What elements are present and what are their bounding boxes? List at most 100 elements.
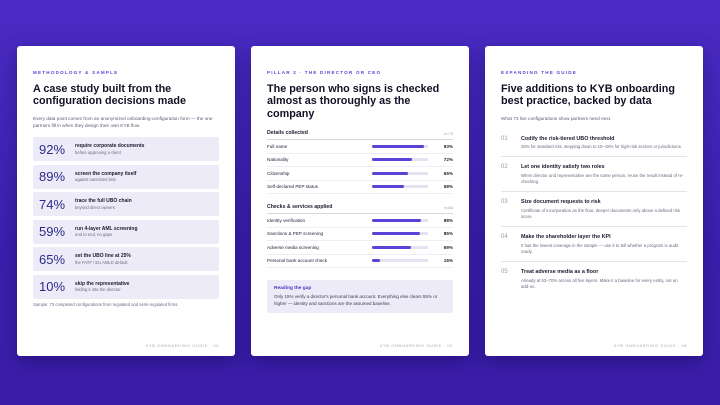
stat-label: skip the representative [75,280,130,287]
item-heading: Let one identity satisfy two roles [521,164,605,171]
section-heading: Checks & services applied [267,204,333,211]
progress-track [372,232,428,236]
stats-list: 92% require corporate documents before ap… [33,137,219,299]
list-item: 02 Let one identity satisfy two roles Whe… [501,157,687,193]
page-methodology: METHODOLOGY & SAMPLE A case study built … [17,46,235,356]
stat-label: trace the full UBO chain [75,198,132,205]
callout-box: Reading the gap Only 15% verify a direct… [267,280,453,314]
row-value: 72% [443,157,453,163]
stat-sublabel: against sanctions lists [75,177,116,183]
stat-label: screen the company itself [75,170,137,177]
page-footer: KYB ONBOARDING GUIDE · 06 [613,343,687,348]
page-expanding: EXPANDING THE GUIDE Five additions to KY… [485,46,703,356]
section-header: Details collected n=73 [267,130,453,141]
row-label: Nationality [267,157,289,163]
sample-size: n=66 [443,205,453,211]
row-value: 88% [443,217,453,223]
table-row: Citizenship 65% [267,167,453,181]
item-text: When director and representative are the… [521,172,684,185]
stat-percent: 92% [39,141,66,157]
progress-fill [372,185,405,189]
sample-note: Sample: 73 completed configurations from… [33,302,179,308]
stat-sublabel: beyond direct owners [75,204,115,210]
table-row: Nationality 72% [267,154,453,168]
list-item: 05 Treat adverse media as a floor Already… [501,262,687,296]
item-heading: Make the shareholder layer the KPI [521,234,611,241]
item-number: 01 [501,135,508,142]
section-header: Checks & services applied n=66 [267,204,453,215]
progress-track [372,158,428,162]
page-kicker: METHODOLOGY & SAMPLE [33,70,119,75]
list-item: 03 Size document requests to risk Certifi… [501,192,687,228]
item-number: 05 [501,269,508,276]
row-value: 65% [443,170,453,176]
details-rows: Full name 93% Nationality 72% Citizenship 6… [267,140,453,195]
page-intro: What 73 live configurations show partner… [501,115,612,121]
table-row: Adverse media screening 69% [267,241,453,255]
stat-percent: 89% [39,169,66,185]
page-kicker: EXPANDING THE GUIDE [501,70,578,75]
table-row: Sanctions & PEP screening 85% [267,228,453,242]
stat-card: 65% set the UBO line at 25% the FATF / EU… [33,247,219,272]
stat-card: 74% trace the full UBO chain beyond direc… [33,192,219,217]
row-value: 69% [443,244,453,250]
row-label: Citizenship [267,170,290,176]
progress-track [372,245,428,249]
checks-rows: Identity verification 88% Sanctions & PEP… [267,214,453,269]
page-title: A case study built from the configuratio… [33,83,186,108]
page-director: PILLAR 2 · THE DIRECTOR OR CEO The perso… [251,46,469,356]
page-footer: KYB ONBOARDING GUIDE · 04 [379,343,453,348]
stat-sublabel: the FATF / EU AMLD default [75,259,128,265]
row-label: Full name [267,143,288,149]
progress-fill [372,259,381,263]
row-value: 58% [443,184,453,190]
stat-label: require corporate documents [75,143,145,150]
stat-label: run 4-layer AML screening [75,225,138,232]
callout-heading: Reading the gap [274,286,312,292]
table-row: Full name 93% [267,140,453,154]
row-label: Personal bank account check [267,258,328,264]
page-footer: KYB ONBOARDING GUIDE · 02 [145,343,219,348]
list-item: 04 Make the shareholder layer the KPI It … [501,227,687,263]
row-label: Identity verification [267,217,306,223]
progress-fill [372,232,420,236]
item-text: Certificate of incorporation as the floo… [521,207,681,219]
list-item: 01 Codify the risk-tiered UBO threshold 2… [501,129,687,158]
item-heading: Codify the risk-tiered UBO threshold [521,135,615,142]
item-heading: Treat adverse media as a floor [521,269,599,276]
row-label: Self-declared PEP status [267,184,318,190]
stat-label: set the UBO line at 25% [75,253,131,260]
stat-card: 89% screen the company itself against san… [33,164,219,189]
page-title: Five additions to KYB onboarding best pr… [501,83,675,108]
progress-track [372,171,428,175]
item-number: 03 [501,199,508,206]
row-value: 93% [443,143,453,149]
item-text: It has the lowest coverage in the sample… [521,242,679,254]
table-row: Self-declared PEP status 58% [267,181,453,195]
item-text: Already at 63–70% across all five layers… [521,277,678,289]
table-row: Identity verification 88% [267,214,453,228]
item-heading: Size document requests to risk [521,199,601,206]
page-kicker: PILLAR 2 · THE DIRECTOR OR CEO [267,70,382,75]
stat-percent: 65% [39,251,66,267]
row-label: Sanctions & PEP screening [267,231,324,237]
row-value: 15% [443,258,453,264]
stat-card: 59% run 4-layer AML screening end to end,… [33,219,219,244]
progress-fill [372,218,422,222]
section-heading: Details collected [267,130,308,137]
progress-fill [372,158,413,162]
row-value: 85% [443,231,453,237]
stat-sublabel: before approving a client [75,149,121,155]
stat-sublabel: folding it into the director [75,287,121,293]
table-row: Personal bank account check 15% [267,255,453,269]
sample-size: n=73 [443,131,453,137]
additions-list: 01 Codify the risk-tiered UBO threshold 2… [501,129,687,296]
item-number: 02 [501,164,508,171]
item-number: 04 [501,234,508,241]
progress-track [372,185,428,189]
stat-percent: 10% [39,279,66,295]
stat-percent: 59% [39,224,66,240]
progress-fill [372,171,409,175]
callout-text: Only 15% verify a director's personal ba… [274,294,438,306]
stat-percent: 74% [39,196,66,212]
